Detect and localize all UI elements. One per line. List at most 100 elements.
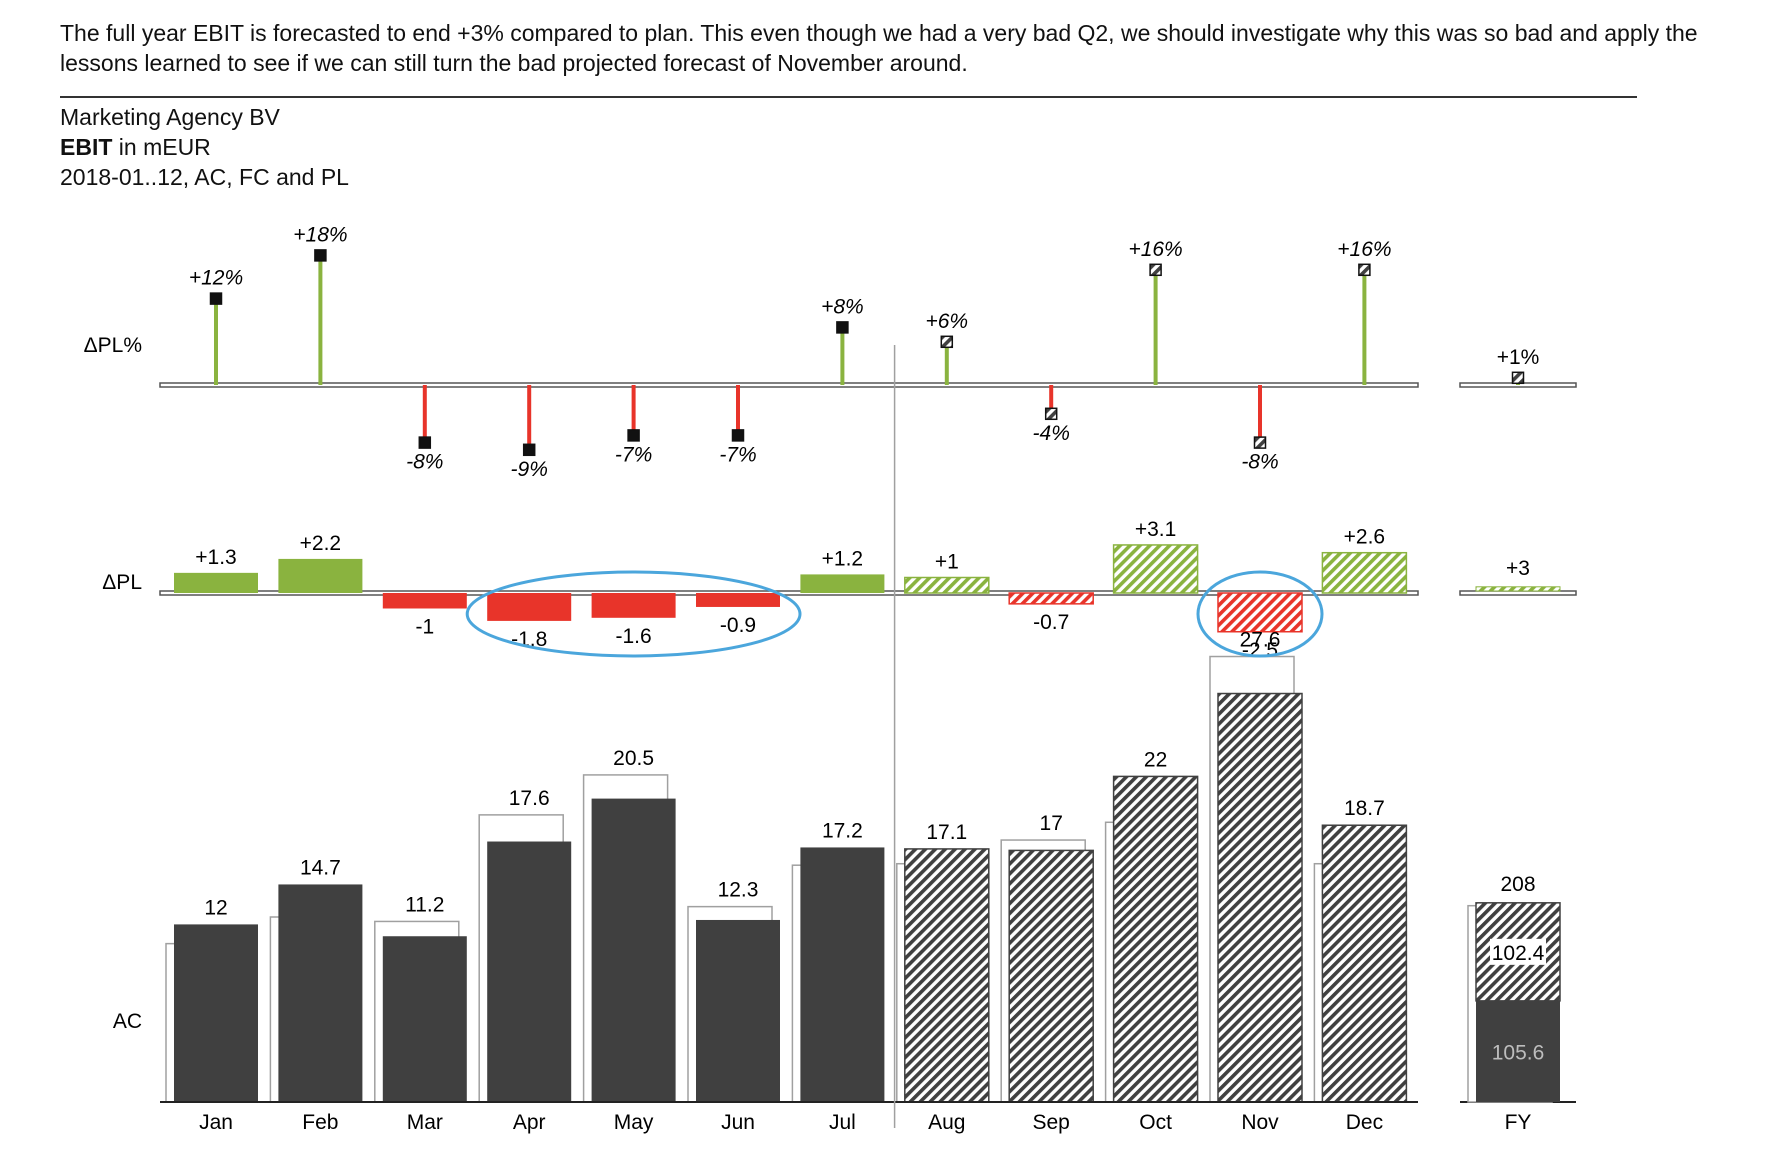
delta-label: +1.2 <box>822 547 863 570</box>
row-label-delta: ΔPL <box>102 571 142 594</box>
company-name: Marketing Agency BV <box>60 104 280 130</box>
forecast-bar <box>1008 849 1094 1103</box>
delta-label: -0.9 <box>720 614 756 637</box>
pct-axis <box>159 382 1419 388</box>
delta-bar <box>382 593 467 609</box>
month-label: Feb <box>302 1111 338 1134</box>
delta-label: -1 <box>415 616 434 639</box>
forecast-bar <box>1217 692 1303 1103</box>
value-label: 17.2 <box>822 819 863 842</box>
delta-label: +2.2 <box>300 532 341 555</box>
value-label: 14.7 <box>300 856 341 879</box>
delta-bar <box>487 593 572 621</box>
forecast-bar <box>904 848 990 1103</box>
month-label: Jul <box>829 1111 856 1134</box>
delta-bar <box>174 572 258 593</box>
value-label: 22 <box>1144 748 1167 771</box>
value-label: 12.3 <box>718 879 759 902</box>
fy-forecast-label-bg <box>1490 938 1546 965</box>
actual-bar <box>382 936 467 1102</box>
pct-pin-head <box>1149 263 1162 277</box>
fy-delta-axis <box>1459 590 1577 596</box>
actual-bar <box>174 924 258 1102</box>
forecast-bar <box>1321 824 1408 1103</box>
delta-pl-pct-row: +12% +18% -8% -9% -7% -7% +8% +6% -4% +16% -8% +16% <box>159 223 1577 481</box>
actual-bar <box>278 884 363 1102</box>
value-label: 17.6 <box>509 787 550 810</box>
pct-pin-head <box>1253 436 1267 449</box>
fy-forecast-label: 102.4 <box>1492 942 1545 965</box>
delta-label: +3.1 <box>1135 518 1176 541</box>
value-label: 18.7 <box>1344 797 1385 820</box>
delta-bar <box>591 593 676 618</box>
pct-label: +6% <box>925 310 968 333</box>
pct-pin-head <box>1044 407 1058 421</box>
delta-bar <box>1217 592 1303 633</box>
full-year-column: +1% +3 105.6 102.4 208 FY <box>1467 346 1561 1134</box>
fy-actual-label: 105.6 <box>1492 1041 1545 1064</box>
fy-delta-label: +3 <box>1506 557 1530 580</box>
measure-unit: in mEUR <box>112 134 211 160</box>
month-label: Oct <box>1139 1111 1172 1134</box>
month-label: Dec <box>1346 1111 1383 1134</box>
highlight-annotations <box>465 570 1324 658</box>
month-label: Jan <box>199 1111 233 1134</box>
month-label: Nov <box>1241 1111 1279 1134</box>
month-label: May <box>614 1111 654 1134</box>
measure-bold: EBIT <box>60 134 113 160</box>
month-label: Sep <box>1033 1111 1070 1134</box>
fy-pct-label: +1% <box>1497 346 1540 369</box>
pct-label: -9% <box>511 458 548 481</box>
pct-label: -8% <box>406 451 443 474</box>
delta-label: +1 <box>935 551 959 574</box>
pct-pin-head <box>418 436 432 449</box>
pct-pin-head <box>1358 263 1371 277</box>
delta-label: +2.6 <box>1344 526 1385 549</box>
actual-bar <box>696 919 780 1102</box>
actual-bar <box>800 847 885 1102</box>
highlight-ellipse <box>465 570 802 658</box>
fy-delta-bar <box>1475 586 1561 592</box>
pct-label: +12% <box>189 267 243 290</box>
measure-title: EBIT in mEUR <box>60 132 211 162</box>
pct-label: +16% <box>1128 238 1182 261</box>
month-label: Aug <box>928 1111 965 1134</box>
delta-bar <box>1008 592 1094 605</box>
delta-bar <box>800 574 885 593</box>
month-label: Mar <box>407 1111 443 1134</box>
delta-label: +1.3 <box>195 546 236 569</box>
row-label-ac: AC <box>113 1010 142 1033</box>
highlight-ellipse <box>1196 570 1324 658</box>
value-label: 17.1 <box>926 821 967 844</box>
pct-label: +8% <box>821 295 864 318</box>
pct-label: +18% <box>293 223 347 246</box>
value-label: 12 <box>204 896 227 919</box>
delta-axis <box>159 590 1419 596</box>
row-label-pct: ΔPL% <box>84 334 142 357</box>
fy-category-label: FY <box>1505 1111 1532 1134</box>
delta-label: -1.6 <box>616 625 652 648</box>
fy-total-label: 208 <box>1500 873 1535 896</box>
actual-bar <box>487 841 572 1102</box>
pct-pin-head <box>940 335 954 349</box>
header-divider <box>60 96 1637 98</box>
period-label: 2018-01..12, AC, FC and PL <box>60 164 349 190</box>
pct-pin-head <box>627 429 640 442</box>
fy-pct-pin-head <box>1511 371 1525 385</box>
pct-pin-head <box>731 429 745 442</box>
pct-pin-head <box>209 292 223 305</box>
delta-bar <box>696 593 780 607</box>
pct-label: +16% <box>1337 238 1391 261</box>
fy-actual-bar <box>1476 1000 1560 1102</box>
delta-bar <box>904 576 990 594</box>
delta-label: -0.7 <box>1033 611 1069 634</box>
value-label: 20.5 <box>613 747 654 770</box>
actual-bar <box>591 798 676 1102</box>
comment-text: The full year EBIT is forecasted to end … <box>60 20 1698 76</box>
month-label: Jun <box>721 1111 755 1134</box>
row-labels: ΔPL% ΔPL AC <box>84 334 142 1033</box>
delta-pl-row: +1.3+2.2-1-1.8 -1.6 -0.9+1.2 +1-0.7+3.1-2.5… <box>159 518 1577 662</box>
forecast-bar <box>1112 775 1199 1103</box>
pct-pin-head <box>314 249 327 262</box>
